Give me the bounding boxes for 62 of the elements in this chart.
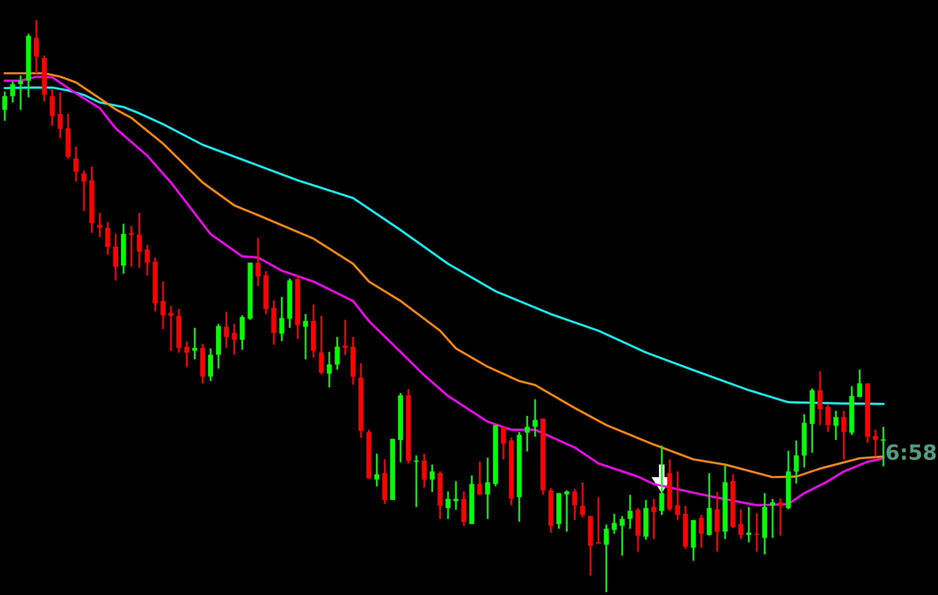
candlestick xyxy=(604,524,609,593)
candlestick xyxy=(414,454,419,508)
candlestick xyxy=(422,452,427,488)
candlestick xyxy=(326,351,332,388)
candlestick xyxy=(524,415,530,452)
candlestick xyxy=(532,398,538,438)
candlestick xyxy=(818,370,823,426)
candlestick xyxy=(160,280,166,330)
candlestick xyxy=(580,481,586,518)
candlestick xyxy=(698,514,704,548)
candlestick xyxy=(303,313,308,360)
candlestick xyxy=(857,368,862,398)
candlestick xyxy=(18,74,24,111)
candlestick xyxy=(477,460,482,496)
candlestick xyxy=(256,237,261,287)
candlestick xyxy=(342,318,348,356)
candlestick xyxy=(50,88,55,127)
candlestick xyxy=(168,305,174,352)
candlestick xyxy=(34,19,39,74)
candlestick xyxy=(564,489,570,532)
candlestick xyxy=(136,212,142,269)
candlestick xyxy=(279,296,284,342)
candlestick xyxy=(224,310,229,349)
candlestick xyxy=(746,506,752,544)
candlestick xyxy=(880,426,886,468)
candlestick xyxy=(334,336,340,370)
candlestick xyxy=(485,456,490,520)
candlestick xyxy=(446,490,450,520)
candlestick xyxy=(738,508,744,540)
candlestick xyxy=(232,322,237,356)
candlestick xyxy=(58,91,63,139)
candlestick xyxy=(184,340,190,368)
candlestick xyxy=(2,90,8,122)
candlestick xyxy=(714,491,720,552)
candlestick xyxy=(74,146,78,182)
candlestick xyxy=(612,512,617,535)
candlestick xyxy=(500,426,506,460)
candlestick xyxy=(240,314,245,350)
candlestick xyxy=(620,515,625,556)
candlestick xyxy=(770,498,776,539)
candlestick xyxy=(841,410,846,460)
candlestick xyxy=(833,410,838,441)
annotation: 6:58 xyxy=(886,444,936,460)
candlestick xyxy=(318,314,324,375)
candlestick xyxy=(794,440,799,484)
candlestick xyxy=(113,233,118,282)
candlestick xyxy=(873,428,878,458)
candlestick xyxy=(826,403,830,433)
candlestick xyxy=(81,170,86,212)
candlestick xyxy=(461,490,466,527)
candlestick xyxy=(651,498,656,540)
candlestick xyxy=(659,444,664,516)
candlestick xyxy=(778,497,783,536)
candlestick xyxy=(572,488,578,521)
candlestick xyxy=(10,80,16,104)
candlestick xyxy=(144,244,150,276)
candlestick xyxy=(628,494,633,530)
candlestick xyxy=(596,496,601,544)
candlestick xyxy=(208,348,214,382)
candlestick xyxy=(105,221,110,256)
candlestick xyxy=(430,464,435,493)
candlestick xyxy=(675,470,680,521)
